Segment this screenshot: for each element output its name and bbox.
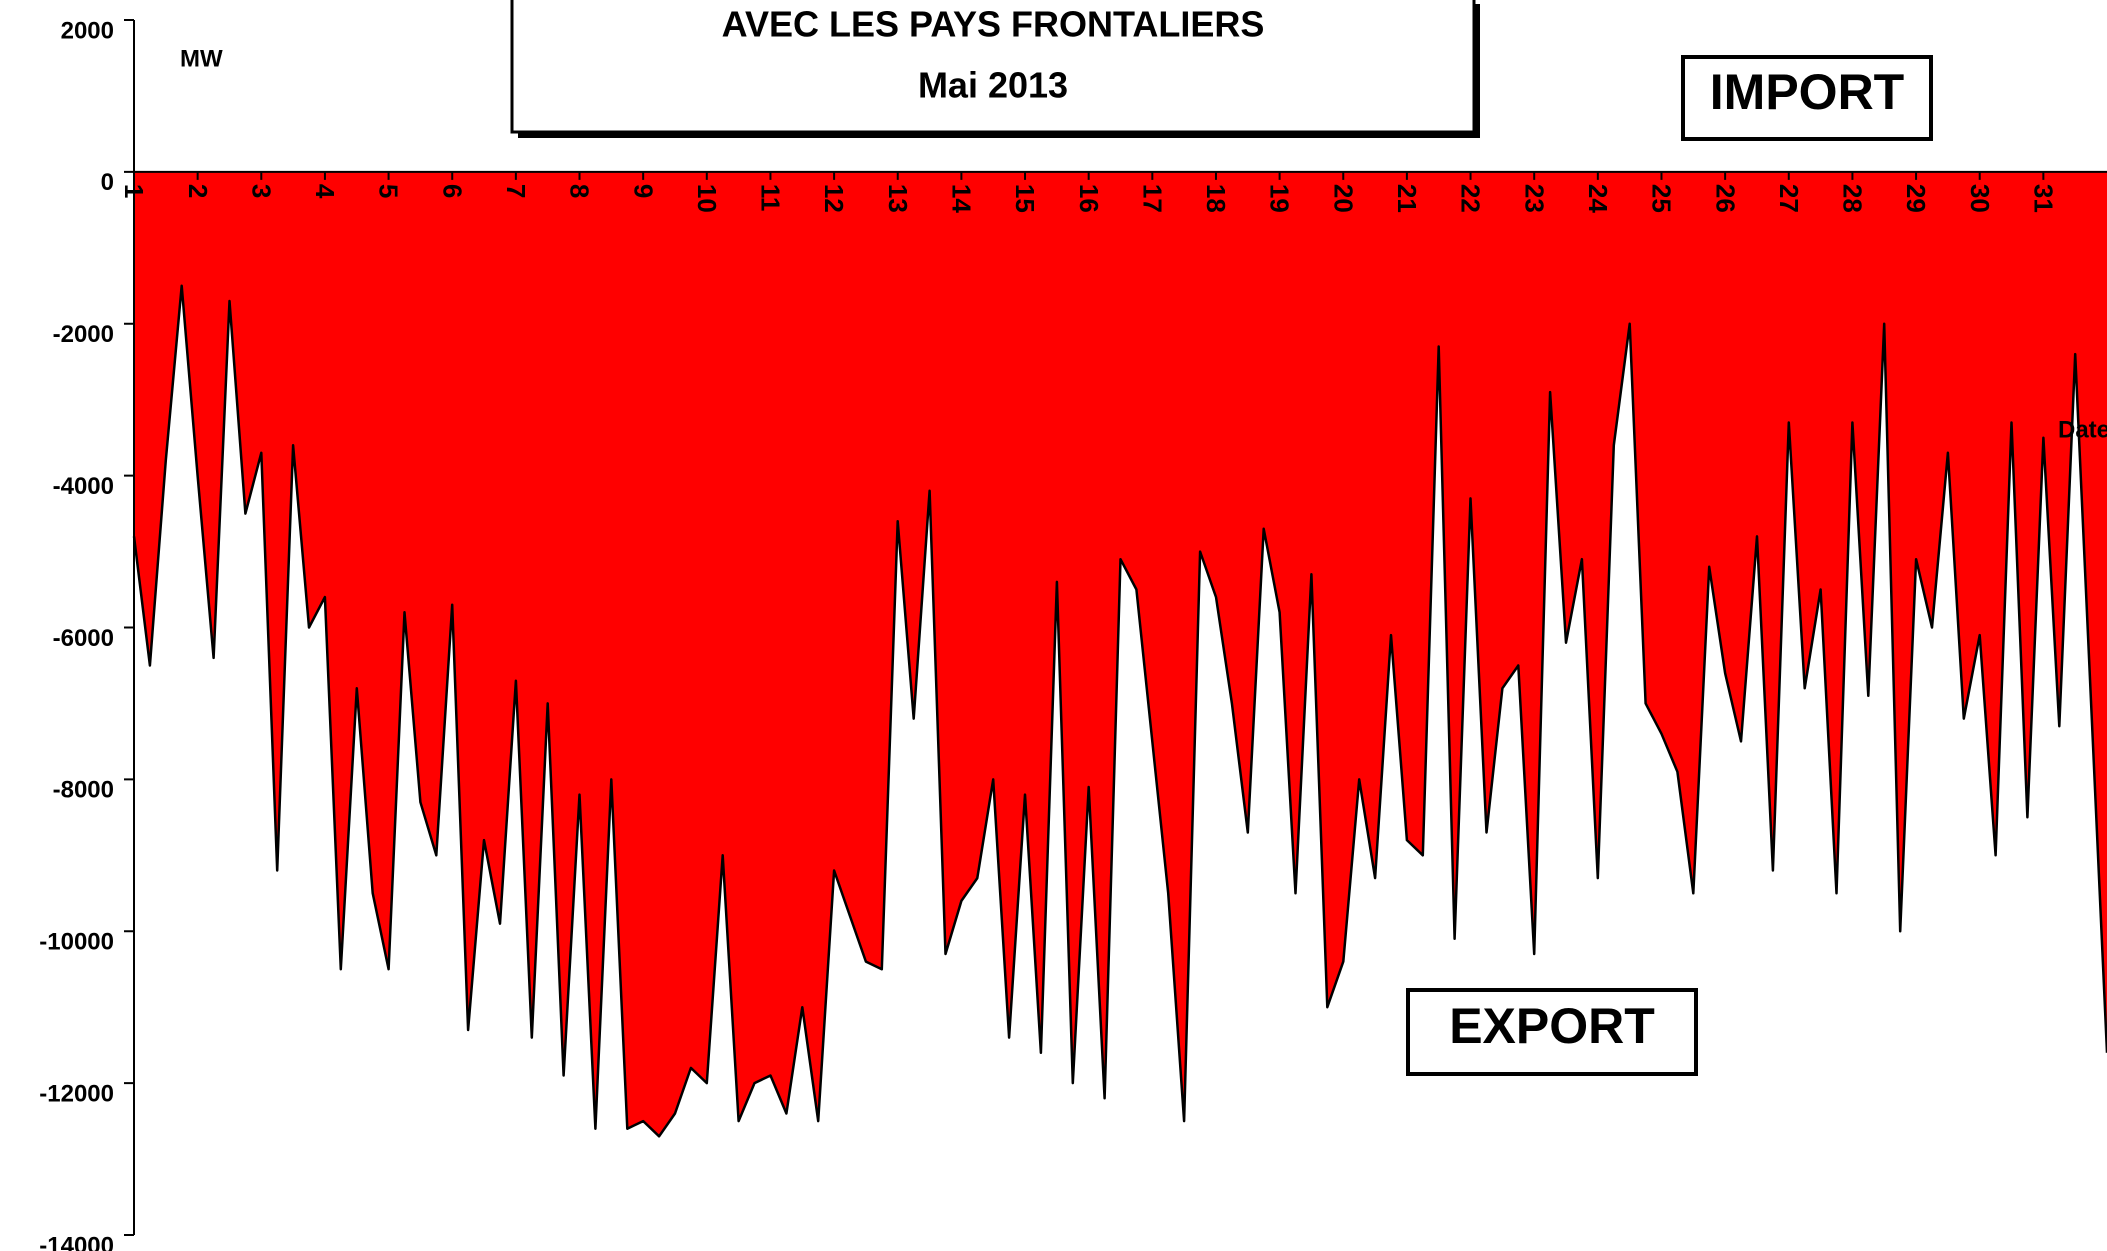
title-box: AVEC LES PAYS FRONTALIERS Mai 2013 — [510, 0, 1480, 138]
chart-subtitle: Mai 2013 — [918, 65, 1068, 106]
y-tick-label: -4000 — [53, 473, 114, 500]
x-tick-label: 19 — [1265, 184, 1295, 213]
x-tick-label: 4 — [310, 184, 340, 199]
y-tick-label: -14000 — [39, 1232, 114, 1251]
x-tick-label: 7 — [501, 184, 531, 198]
line — [132, 284, 2107, 1138]
export-box — [1406, 988, 1698, 1076]
y-tick-label: 2000 — [61, 17, 114, 44]
x-tick-label: 16 — [1074, 184, 1104, 213]
x-tick-label: 6 — [437, 184, 467, 198]
x-tick-label: 9 — [628, 184, 658, 198]
plot-area: 2000 0 -2000 -4000 -6000 -8000 -10000 -12000 -14… — [39, 17, 2107, 1251]
x-tick-label: 29 — [1901, 184, 1931, 213]
y-tick-label: -12000 — [39, 1080, 114, 1107]
x-tick-label: 28 — [1838, 184, 1868, 213]
y-tick-label: -2000 — [53, 321, 114, 348]
x-tick-label: 27 — [1774, 184, 1804, 213]
x-tick-label: 26 — [1710, 184, 1740, 213]
y-tick-label: -10000 — [39, 929, 114, 956]
x-tick-label: 23 — [1519, 184, 1549, 213]
x-tick-label: 21 — [1392, 184, 1422, 213]
x-tick-label: 18 — [1201, 184, 1231, 213]
area — [134, 171, 2107, 1137]
title-frame — [510, 0, 1476, 134]
x-tick-label: 24 — [1583, 184, 1613, 213]
x-tick-label: 15 — [1010, 184, 1040, 213]
x-tick-label: 1 — [119, 184, 149, 198]
x-tick-label: 11 — [756, 184, 786, 212]
y-tick-label: -6000 — [53, 625, 114, 652]
x-tick-label: 5 — [374, 184, 404, 198]
x-tick-label: 3 — [246, 184, 276, 198]
x-tick-label: 22 — [1456, 184, 1486, 213]
x-tick-label: 12 — [819, 184, 849, 213]
x-tick-label: 31 — [2028, 184, 2058, 213]
y-axis-label: MW — [180, 45, 223, 72]
x-tick-label: 17 — [1137, 184, 1167, 213]
x-axis-label: Date — [2058, 416, 2107, 443]
y-tick-label: -8000 — [53, 777, 114, 804]
x-tick-label: 8 — [565, 184, 595, 198]
x-tick-label: 20 — [1328, 184, 1358, 213]
import-box — [1681, 55, 1933, 141]
x-tick-label: 2 — [183, 184, 213, 198]
x-tick-label: 30 — [1965, 184, 1995, 213]
x-tick-label: 10 — [692, 184, 722, 213]
x-tick-label: 14 — [947, 184, 977, 213]
x-tick-label: 13 — [883, 184, 913, 213]
x-tick-label: 25 — [1647, 184, 1677, 213]
chart-title: AVEC LES PAYS FRONTALIERS — [722, 4, 1265, 45]
annotation: IMPORT — [1710, 64, 1904, 120]
annotation: EXPORT — [1449, 998, 1655, 1054]
y-tick-label: 0 — [101, 169, 114, 196]
